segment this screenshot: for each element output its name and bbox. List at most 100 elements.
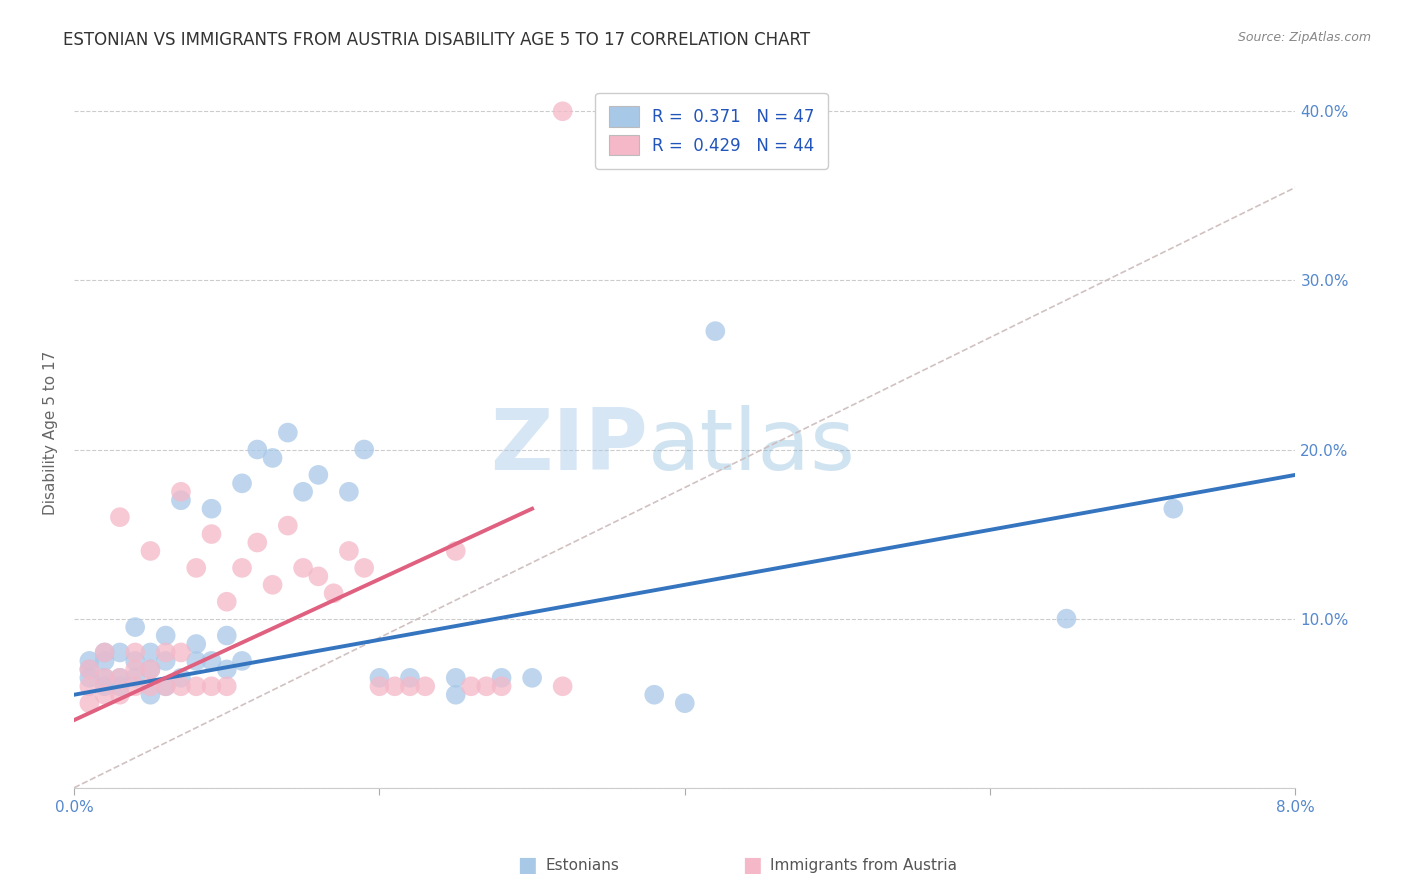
Point <box>93 679 115 693</box>
Point <box>108 671 131 685</box>
Point <box>139 662 162 676</box>
Point <box>307 467 329 482</box>
Point <box>231 476 253 491</box>
Point <box>200 654 222 668</box>
Point <box>155 645 177 659</box>
Point <box>353 442 375 457</box>
Point <box>200 679 222 693</box>
Point <box>108 671 131 685</box>
Point <box>200 527 222 541</box>
Point <box>155 628 177 642</box>
Point <box>186 561 208 575</box>
Point <box>170 671 193 685</box>
Text: Estonians: Estonians <box>546 858 620 872</box>
Point <box>124 662 146 676</box>
Point <box>277 425 299 440</box>
Point <box>277 518 299 533</box>
Point <box>475 679 498 693</box>
Point <box>108 679 131 693</box>
Text: ZIP: ZIP <box>491 405 648 488</box>
Point <box>307 569 329 583</box>
Point <box>491 671 513 685</box>
Legend: R =  0.371   N = 47, R =  0.429   N = 44: R = 0.371 N = 47, R = 0.429 N = 44 <box>595 93 828 169</box>
Point <box>124 679 146 693</box>
Point <box>170 493 193 508</box>
Point <box>186 654 208 668</box>
Text: Source: ZipAtlas.com: Source: ZipAtlas.com <box>1237 31 1371 45</box>
Point <box>460 679 482 693</box>
Point <box>353 561 375 575</box>
Text: atlas: atlas <box>648 405 856 488</box>
Point <box>93 645 115 659</box>
Point <box>108 688 131 702</box>
Point <box>108 510 131 524</box>
Text: ■: ■ <box>742 855 762 875</box>
Text: Immigrants from Austria: Immigrants from Austria <box>770 858 957 872</box>
Point <box>155 679 177 693</box>
Point <box>79 662 101 676</box>
Point <box>155 679 177 693</box>
Point <box>155 654 177 668</box>
Point <box>231 561 253 575</box>
Point <box>215 595 238 609</box>
Point <box>93 645 115 659</box>
Text: ■: ■ <box>517 855 537 875</box>
Point <box>139 679 162 693</box>
Point <box>444 688 467 702</box>
Point <box>262 578 284 592</box>
Point <box>200 501 222 516</box>
Point <box>368 679 391 693</box>
Point <box>215 628 238 642</box>
Point <box>322 586 344 600</box>
Point <box>491 679 513 693</box>
Point <box>139 662 162 676</box>
Point <box>170 484 193 499</box>
Point <box>337 544 360 558</box>
Point <box>79 671 101 685</box>
Point <box>444 671 467 685</box>
Point <box>124 654 146 668</box>
Point <box>384 679 406 693</box>
Point <box>292 561 315 575</box>
Point <box>124 620 146 634</box>
Point <box>704 324 727 338</box>
Point <box>79 662 101 676</box>
Point <box>368 671 391 685</box>
Point <box>79 679 101 693</box>
Point <box>186 637 208 651</box>
Point <box>93 671 115 685</box>
Point <box>79 654 101 668</box>
Point <box>444 544 467 558</box>
Point <box>399 679 422 693</box>
Point <box>231 654 253 668</box>
Text: ESTONIAN VS IMMIGRANTS FROM AUSTRIA DISABILITY AGE 5 TO 17 CORRELATION CHART: ESTONIAN VS IMMIGRANTS FROM AUSTRIA DISA… <box>63 31 810 49</box>
Point <box>246 442 269 457</box>
Point <box>186 679 208 693</box>
Point <box>124 645 146 659</box>
Point <box>551 679 574 693</box>
Point <box>215 662 238 676</box>
Point <box>1056 612 1078 626</box>
Point <box>79 696 101 710</box>
Point <box>292 484 315 499</box>
Point <box>93 688 115 702</box>
Point <box>93 671 115 685</box>
Point <box>246 535 269 549</box>
Point <box>673 696 696 710</box>
Point <box>108 645 131 659</box>
Point <box>643 688 665 702</box>
Point <box>139 544 162 558</box>
Point <box>262 450 284 465</box>
Point <box>93 654 115 668</box>
Point <box>139 688 162 702</box>
Point <box>215 679 238 693</box>
Point <box>139 645 162 659</box>
Point <box>1163 501 1185 516</box>
Y-axis label: Disability Age 5 to 17: Disability Age 5 to 17 <box>44 351 58 515</box>
Point <box>170 679 193 693</box>
Point <box>520 671 543 685</box>
Point <box>337 484 360 499</box>
Point <box>551 104 574 119</box>
Point <box>413 679 436 693</box>
Point <box>170 645 193 659</box>
